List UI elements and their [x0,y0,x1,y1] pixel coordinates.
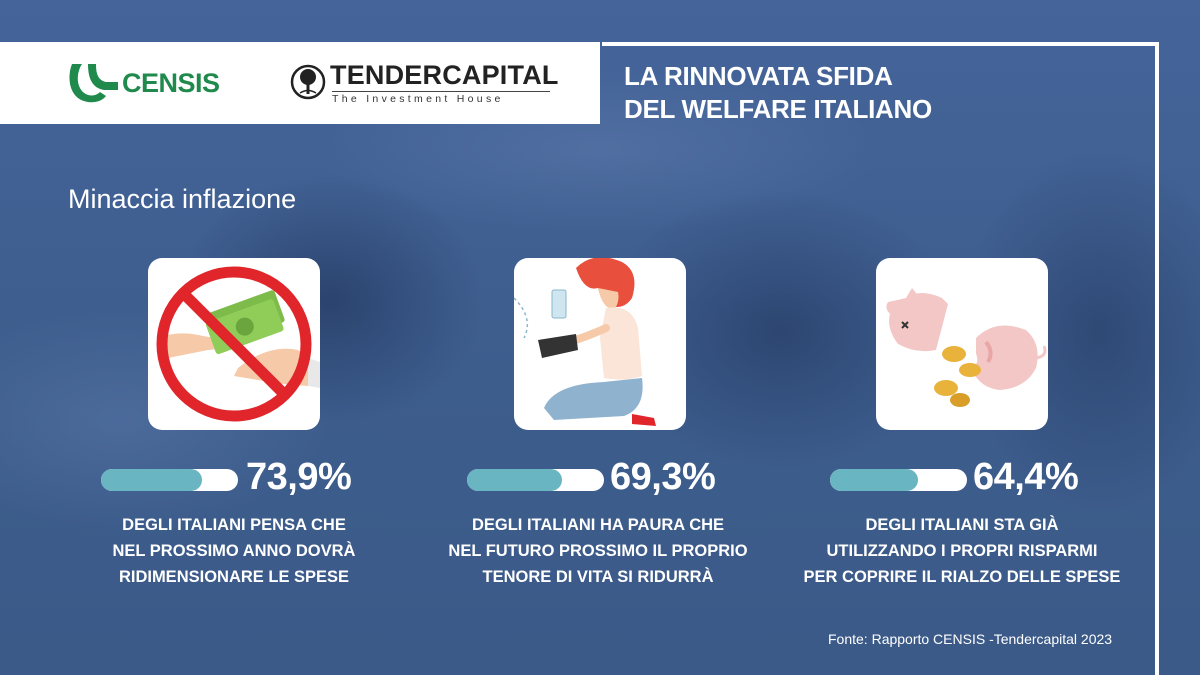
censis-mark-icon [69,64,118,103]
stat-2-line-3: TENORE DI VITA SI RIDURRÀ [482,568,714,586]
progress-bar-3-fill [830,469,919,491]
censis-wordmark: CENSIS [122,67,220,98]
tendercapital-tagline: The Investment House [332,91,550,105]
stat-2-percent: 69,3% [610,456,716,498]
no-money-icon [156,266,320,422]
title-line-2: DEL WELFARE ITALIANO [624,94,932,124]
progress-bar-2-fill [467,469,562,491]
frame-line [1155,42,1159,675]
stat-card-3-image [876,258,1048,430]
stat-1-line-1: DEGLI ITALIANI PENSA CHE [122,516,346,534]
broken-piggy-bank-icon [886,288,1047,407]
stat-1-description: DEGLI ITALIANI PENSA CHE NEL PROSSIMO AN… [74,512,394,590]
section-title: Minaccia inflazione [68,184,297,214]
tree-icon [290,64,326,100]
stat-3-percent: 64,4% [973,456,1079,498]
stat-card-1-image [148,258,320,430]
stat-1-line-3: RIDIMENSIONARE LE SPESE [118,568,350,586]
page-title: LA RINNOVATA SFIDA DEL WELFARE ITALIANO [624,60,932,126]
progress-bar-2 [467,469,604,491]
censis-logo: CENSIS [66,60,220,106]
title-line-1: LA RINNOVATA SFIDA [624,61,893,91]
tendercapital-wordmark: TENDERCAPITAL [330,60,559,90]
stat-1-line-2: NEL PROSSIMO ANNO DOVRÀ [112,542,356,560]
stat-2-description: DEGLI ITALIANI HA PAURA CHE NEL FUTURO P… [438,512,758,590]
worried-woman-wallet-icon [514,258,656,426]
stat-2-line-1: DEGLI ITALIANI HA PAURA CHE [471,516,725,534]
stat-3-line-2: UTILIZZANDO I PROPRI RISPARMI [826,542,1098,560]
stat-3-line-1: DEGLI ITALIANI STA GIÀ [865,516,1059,534]
progress-bar-3 [830,469,967,491]
title-box: LA RINNOVATA SFIDA DEL WELFARE ITALIANO [602,42,1159,124]
stat-card-2-image [514,258,686,430]
stat-3-description: DEGLI ITALIANI STA GIÀ UTILIZZANDO I PRO… [802,512,1122,590]
stat-1-percent: 73,9% [246,456,352,498]
progress-bar-1-fill [101,469,203,491]
source-note: Fonte: Rapporto CENSIS -Tendercapital 20… [828,631,1113,647]
stat-2-line-2: NEL FUTURO PROSSIMO IL PROPRIO [448,542,748,560]
stat-3-line-3: PER COPRIRE IL RIALZO DELLE SPESE [803,568,1121,586]
progress-bar-1 [101,469,238,491]
